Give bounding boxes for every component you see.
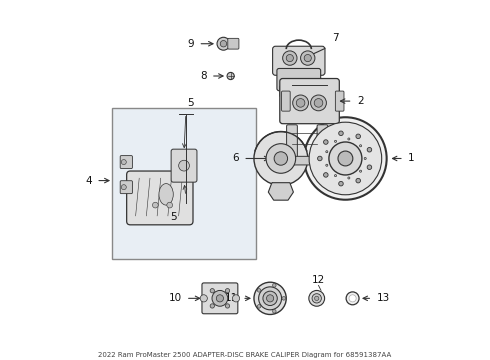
Circle shape <box>257 305 261 308</box>
FancyBboxPatch shape <box>280 78 339 124</box>
Circle shape <box>257 288 261 292</box>
Text: 3: 3 <box>343 132 349 142</box>
Circle shape <box>323 140 328 144</box>
Text: 13: 13 <box>377 293 390 303</box>
Circle shape <box>315 296 319 301</box>
Circle shape <box>364 157 366 159</box>
Circle shape <box>338 151 353 166</box>
Text: 5: 5 <box>170 212 176 222</box>
FancyBboxPatch shape <box>335 91 344 111</box>
FancyBboxPatch shape <box>317 125 328 163</box>
Text: 7: 7 <box>332 33 339 43</box>
Circle shape <box>122 159 126 165</box>
FancyBboxPatch shape <box>285 156 323 165</box>
Circle shape <box>318 156 322 161</box>
Circle shape <box>293 95 309 111</box>
Text: 2: 2 <box>357 96 364 106</box>
Circle shape <box>296 99 305 107</box>
Circle shape <box>360 170 362 172</box>
Circle shape <box>200 295 207 302</box>
Circle shape <box>274 152 288 165</box>
Circle shape <box>167 202 172 208</box>
Circle shape <box>329 142 362 175</box>
Circle shape <box>356 134 361 139</box>
Text: 2022 Ram ProMaster 2500 ADAPTER-DISC BRAKE CALIPER Diagram for 68591387AA: 2022 Ram ProMaster 2500 ADAPTER-DISC BRA… <box>98 351 392 357</box>
FancyBboxPatch shape <box>312 86 318 97</box>
Circle shape <box>225 304 230 308</box>
Circle shape <box>311 95 326 111</box>
Text: 10: 10 <box>169 293 181 303</box>
Circle shape <box>254 282 286 315</box>
FancyBboxPatch shape <box>287 125 297 163</box>
FancyBboxPatch shape <box>280 86 286 97</box>
FancyBboxPatch shape <box>228 39 239 49</box>
Circle shape <box>220 41 227 47</box>
Circle shape <box>210 289 215 293</box>
Circle shape <box>282 297 286 300</box>
Text: 8: 8 <box>200 71 207 81</box>
Circle shape <box>210 304 215 308</box>
Circle shape <box>152 202 158 208</box>
Circle shape <box>367 148 372 152</box>
Circle shape <box>335 140 337 142</box>
FancyBboxPatch shape <box>126 171 193 225</box>
Circle shape <box>314 99 323 107</box>
Circle shape <box>259 287 282 310</box>
FancyBboxPatch shape <box>171 149 197 182</box>
Circle shape <box>272 310 276 313</box>
FancyBboxPatch shape <box>202 283 238 314</box>
Circle shape <box>346 292 359 305</box>
Circle shape <box>263 291 277 306</box>
Circle shape <box>326 164 328 166</box>
Circle shape <box>367 165 372 170</box>
Circle shape <box>360 145 362 147</box>
Circle shape <box>300 51 315 65</box>
Circle shape <box>286 54 294 62</box>
Text: 9: 9 <box>188 39 194 49</box>
Circle shape <box>309 291 324 306</box>
Circle shape <box>225 289 230 293</box>
Circle shape <box>254 132 308 185</box>
Circle shape <box>349 295 356 302</box>
Circle shape <box>326 151 328 153</box>
Text: 6: 6 <box>232 153 239 163</box>
Circle shape <box>232 295 240 302</box>
Circle shape <box>266 144 295 173</box>
Circle shape <box>309 122 382 195</box>
Circle shape <box>335 175 337 177</box>
Circle shape <box>304 54 311 62</box>
Circle shape <box>227 72 234 80</box>
Circle shape <box>216 295 223 302</box>
Circle shape <box>348 177 350 179</box>
Text: 4: 4 <box>85 176 92 185</box>
FancyBboxPatch shape <box>282 91 290 111</box>
FancyBboxPatch shape <box>120 156 132 168</box>
FancyBboxPatch shape <box>272 46 325 75</box>
Circle shape <box>272 284 276 287</box>
FancyBboxPatch shape <box>277 68 320 91</box>
Text: 1: 1 <box>408 153 415 163</box>
FancyBboxPatch shape <box>120 181 132 194</box>
Circle shape <box>122 185 126 190</box>
Circle shape <box>304 117 387 200</box>
Circle shape <box>283 51 297 65</box>
Circle shape <box>212 291 228 306</box>
Ellipse shape <box>159 184 173 205</box>
Text: 5: 5 <box>187 98 194 108</box>
FancyBboxPatch shape <box>112 108 256 259</box>
Circle shape <box>179 160 190 171</box>
Circle shape <box>339 181 343 186</box>
Circle shape <box>267 295 274 302</box>
Circle shape <box>323 173 328 177</box>
Text: 11: 11 <box>224 293 238 303</box>
Text: 12: 12 <box>312 275 325 285</box>
Circle shape <box>217 37 230 50</box>
Circle shape <box>348 138 350 140</box>
PathPatch shape <box>269 183 294 200</box>
Circle shape <box>312 294 321 303</box>
Circle shape <box>356 178 361 183</box>
Circle shape <box>339 131 343 136</box>
